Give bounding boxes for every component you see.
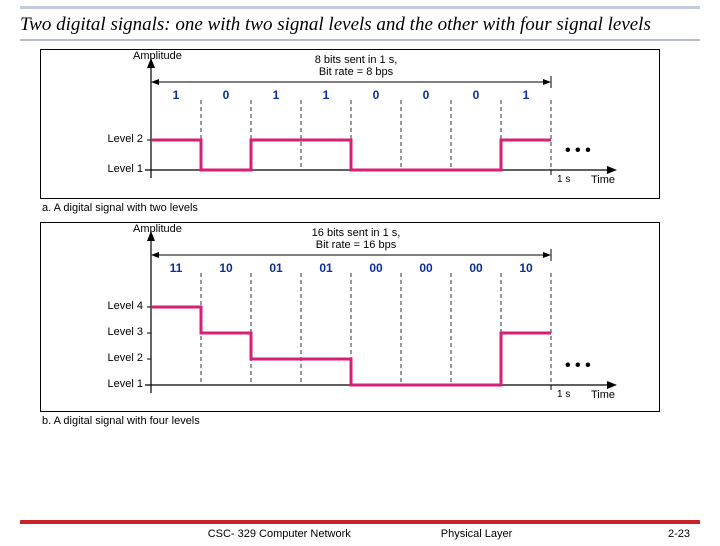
title-underline bbox=[20, 39, 700, 41]
bit-label: 1 bbox=[256, 88, 296, 102]
bit-label: 1 bbox=[506, 88, 546, 102]
bit-label: 01 bbox=[256, 261, 296, 275]
footer-course: CSC- 329 Computer Network bbox=[208, 528, 351, 540]
rate-text: 8 bits sent in 1 s,Bit rate = 8 bps bbox=[296, 54, 416, 78]
chart-b-caption: b. A digital signal with four levels bbox=[40, 412, 680, 435]
bit-label: 0 bbox=[406, 88, 446, 102]
slide-footer: CSC- 329 Computer Network Physical Layer… bbox=[0, 528, 720, 540]
bit-label: 10 bbox=[506, 261, 546, 275]
bit-label: 0 bbox=[456, 88, 496, 102]
bit-label: 0 bbox=[356, 88, 396, 102]
footer-page: 2-23 bbox=[668, 528, 690, 540]
level-label: Level 2 bbox=[93, 133, 143, 145]
bit-label: 11 bbox=[156, 261, 196, 275]
ellipsis-dots: • • • bbox=[565, 357, 591, 375]
rate-text: 16 bits sent in 1 s,Bit rate = 16 bps bbox=[296, 227, 416, 251]
ellipsis-dots: • • • bbox=[565, 142, 591, 160]
bit-label: 00 bbox=[456, 261, 496, 275]
bottom-accent-bar bbox=[20, 520, 700, 524]
level-label: Level 1 bbox=[93, 378, 143, 390]
x-axis-label: Time bbox=[591, 389, 615, 401]
level-label: Level 2 bbox=[93, 352, 143, 364]
bit-label: 00 bbox=[406, 261, 446, 275]
footer-topic: Physical Layer bbox=[441, 528, 513, 540]
x-axis-label: Time bbox=[591, 174, 615, 186]
bit-label: 10 bbox=[206, 261, 246, 275]
y-axis-label: Amplitude bbox=[133, 223, 182, 235]
chart-a-caption: a. A digital signal with two levels bbox=[40, 199, 680, 222]
bit-label: 01 bbox=[306, 261, 346, 275]
bit-label: 1 bbox=[306, 88, 346, 102]
x-tick-label: 1 s bbox=[557, 174, 570, 185]
level-label: Level 1 bbox=[93, 163, 143, 175]
y-axis-label: Amplitude bbox=[133, 50, 182, 62]
level-label: Level 4 bbox=[93, 300, 143, 312]
slide-title: Two digital signals: one with two signal… bbox=[0, 9, 720, 39]
diagram-zone: Amplitude Time 8 bits sent in 1 s,Bit rate… bbox=[40, 49, 680, 435]
chart-a-box: Amplitude Time 8 bits sent in 1 s,Bit rate… bbox=[40, 49, 660, 199]
bit-label: 1 bbox=[156, 88, 196, 102]
level-label: Level 3 bbox=[93, 326, 143, 338]
chart-b-box: Amplitude Time 16 bits sent in 1 s,Bit rat… bbox=[40, 222, 660, 412]
bit-label: 00 bbox=[356, 261, 396, 275]
bit-label: 0 bbox=[206, 88, 246, 102]
x-tick-label: 1 s bbox=[557, 389, 570, 400]
